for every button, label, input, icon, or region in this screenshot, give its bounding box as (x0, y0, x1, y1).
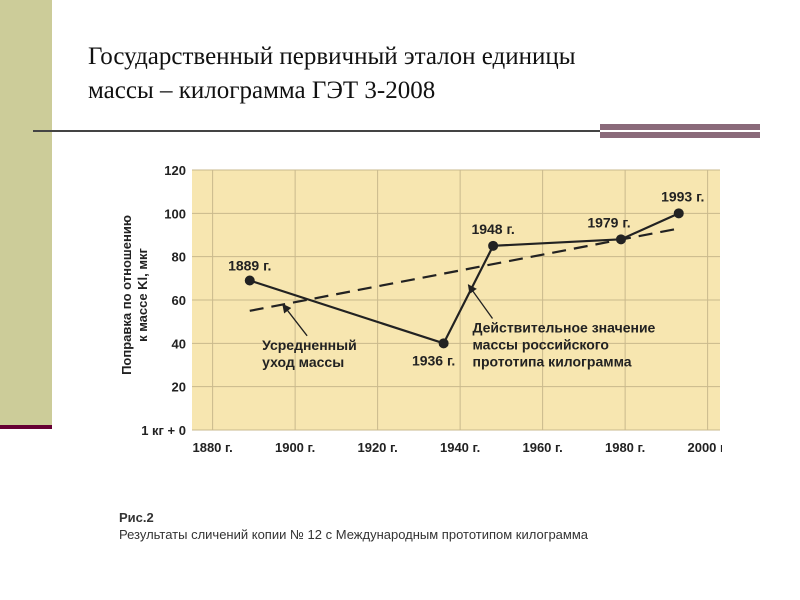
data-point-label: 1979 г. (587, 214, 630, 230)
data-point (616, 234, 626, 245)
x-tick-label: 2000 г. (687, 440, 722, 455)
annotation-text: Действительное значение (473, 320, 656, 336)
sidebar-accent-line (0, 425, 52, 429)
x-tick-label: 1940 г. (440, 440, 480, 455)
y-tick-label: 60 (172, 293, 186, 308)
slide-title-line-1: Государственный первичный эталон единицы (88, 43, 576, 70)
sidebar-decoration (0, 0, 52, 425)
data-point-label: 1993 г. (661, 188, 704, 204)
y-tick-label: 100 (164, 206, 186, 221)
data-point-label: 1936 г. (412, 352, 455, 368)
annotation-text: массы российского (473, 337, 609, 353)
title-divider (33, 130, 600, 132)
figure-caption-text: Результаты сличений копии № 12 с Междуна… (119, 527, 589, 542)
slide-title-line-2: массы – килограмма ГЭТ 3-2008 (88, 77, 436, 104)
y-axis-label-line-2: к массе Kl, мкг (135, 247, 150, 341)
annotation-text: Усредненный (262, 337, 357, 353)
y-tick-label: 80 (172, 250, 186, 265)
data-point (438, 338, 449, 349)
data-point-label: 1948 г. (471, 221, 514, 237)
y-tick-label: 40 (172, 336, 186, 351)
axes: 1880 г. 1900 г. 1920 г. 1940 г. 1960 г. 1980 … (141, 163, 722, 455)
x-tick-label: 1980 г. (605, 440, 645, 455)
title-divider-accent (600, 124, 760, 138)
annotation-arrow (282, 303, 308, 337)
slide-title: Государственный первичный эталон единицы… (88, 40, 768, 108)
annotation-text: уход массы (262, 354, 344, 370)
y-axis-label-line-1: Поправка по отношению (119, 215, 134, 375)
x-tick-label: 1960 г. (522, 440, 562, 455)
data-point (673, 208, 684, 219)
x-tick-label: 1880 г. (192, 440, 232, 455)
mass-drift-chart: 1880 г. 1900 г. 1920 г. 1940 г. 1960 г. 1980 … (119, 163, 722, 455)
y-tick-label: 1 кг + 0 (141, 423, 186, 438)
x-tick-label: 1920 г. (357, 440, 397, 455)
data-point (244, 275, 255, 286)
figure: 1880 г. 1900 г. 1920 г. 1940 г. 1960 г. 1980 … (117, 160, 722, 547)
figure-caption-number: Рис.2 (119, 510, 154, 525)
data-point (488, 240, 499, 251)
grid (192, 169, 720, 431)
y-tick-label: 20 (172, 380, 186, 395)
x-tick-label: 1900 г. (275, 440, 315, 455)
trend-line-dashed (249, 227, 679, 312)
y-tick-label: 120 (164, 163, 186, 178)
series: 1889 г. 1936 г. 1948 г. 1979 г. 1993 г. (228, 188, 704, 368)
annotation-text: прототипа килограмма (473, 354, 632, 370)
annotation-arrow (467, 284, 494, 319)
data-point-label: 1889 г. (228, 258, 271, 274)
